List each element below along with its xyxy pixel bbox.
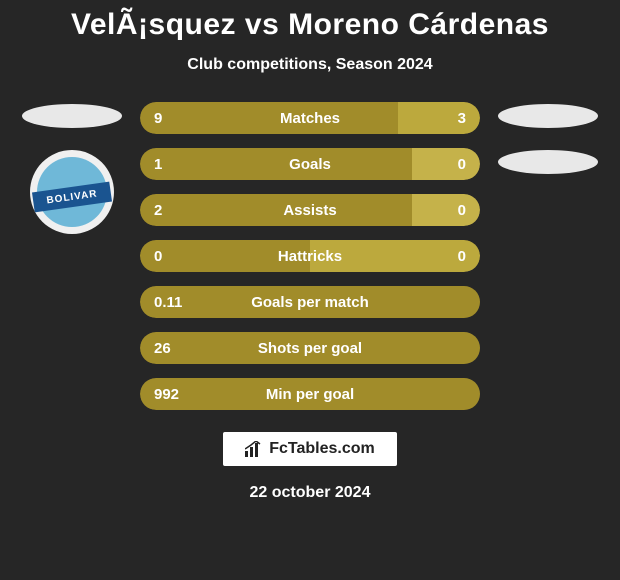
bar-value-left: 992 [154,386,179,403]
left-player-column: BOLIVAR [22,102,122,234]
stat-bar: 0.11 Goals per match [140,286,480,318]
bar-stat-label: Assists [283,202,336,219]
club-badge-ribbon: BOLIVAR [32,182,112,213]
player-photo-placeholder-right-2 [498,150,598,174]
page-subtitle: Club competitions, Season 2024 [187,56,432,74]
bar-value-right: 0 [458,156,466,173]
bar-stat-label: Goals [289,156,331,173]
bar-segment-left [140,194,412,226]
stat-bar: 2 Assists 0 [140,194,480,226]
bar-value-right: 0 [458,248,466,265]
comparison-bars: 9 Matches 3 1 Goals 0 2 Assists 0 0 Hattricks 0 0.11… [140,102,480,410]
stat-bar: 26 Shots per goal [140,332,480,364]
bar-segment-left [140,102,398,134]
bar-value-right: 0 [458,202,466,219]
bar-stat-label: Goals per match [251,294,369,311]
stat-bar: 9 Matches 3 [140,102,480,134]
bar-value-left: 1 [154,156,162,173]
bar-stat-label: Hattricks [278,248,342,265]
bar-stat-label: Matches [280,110,340,127]
club-badge-inner: BOLIVAR [37,157,107,227]
bar-stat-label: Min per goal [266,386,354,403]
infographic-container: VelÃ¡squez vs Moreno Cárdenas Club compe… [0,0,620,580]
content-row: BOLIVAR 9 Matches 3 1 Goals 0 2 Assists 0 0 Hattri… [0,102,620,410]
brand-badge: FcTables.com [223,432,397,466]
bar-stat-label: Shots per goal [258,340,362,357]
stat-bar: 1 Goals 0 [140,148,480,180]
bar-value-left: 9 [154,110,162,127]
bar-value-left: 0.11 [154,294,182,311]
page-title: VelÃ¡squez vs Moreno Cárdenas [71,8,549,42]
stat-bar: 992 Min per goal [140,378,480,410]
bar-segment-left [140,148,412,180]
chart-icon [245,441,263,457]
brand-text: FcTables.com [269,440,375,458]
bar-segment-right [412,148,480,180]
club-badge-left: BOLIVAR [30,150,114,234]
footer-date: 22 october 2024 [250,484,371,502]
bar-value-left: 0 [154,248,162,265]
bar-value-left: 26 [154,340,171,357]
bar-value-right: 3 [458,110,466,127]
player-photo-placeholder-left [22,104,122,128]
player-photo-placeholder-right-1 [498,104,598,128]
bar-segment-right [412,194,480,226]
right-player-column [498,102,598,174]
bar-segment-right [398,102,480,134]
bar-value-left: 2 [154,202,162,219]
stat-bar: 0 Hattricks 0 [140,240,480,272]
